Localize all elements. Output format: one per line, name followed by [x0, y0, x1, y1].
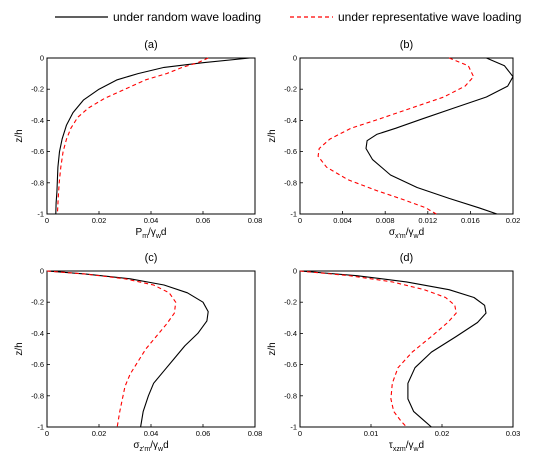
x-tick-label: 0.02	[92, 429, 107, 438]
x-tick-label: 0.02	[435, 429, 450, 438]
x-axis-label-subscript: z'm	[140, 446, 151, 453]
x-axis-label-part: /γ	[406, 440, 414, 451]
x-axis-label-part: d	[419, 227, 425, 238]
x-axis-label-part: /γ	[406, 227, 414, 238]
series-representative-wave-line	[56, 57, 209, 215]
series-representative-wave-line	[317, 57, 475, 215]
x-axis-label-subscript: x'm	[395, 233, 406, 240]
y-tick-label: -0.4	[284, 116, 297, 125]
x-axis-label-subscript: xzm	[393, 446, 406, 453]
x-tick-label: 0.04	[144, 429, 159, 438]
y-tick-label: -0.6	[31, 360, 44, 369]
x-tick-label: 0.01	[364, 429, 379, 438]
y-axis-label: z/h	[14, 129, 25, 142]
x-axis-label-part: σ	[389, 227, 396, 238]
x-tick-label: 0.02	[506, 216, 521, 225]
x-tick-label: 0.02	[92, 216, 107, 225]
x-tick-label: 0.016	[461, 216, 480, 225]
legend: under random wave loading under represen…	[55, 10, 521, 24]
series-random-wave-line	[55, 57, 250, 215]
panel-title: (d)	[400, 252, 413, 264]
plot-frame	[46, 270, 256, 428]
x-tick-label: 0.08	[248, 216, 263, 225]
y-tick-label: -1	[290, 423, 297, 432]
series-random-wave-line	[365, 57, 514, 215]
y-tick-label: 0	[40, 267, 44, 276]
y-tick-label: -0.8	[31, 178, 44, 187]
x-axis-label: τxzm/γwd	[389, 440, 424, 453]
y-axis-label: z/h	[267, 342, 278, 355]
x-axis-label: σx'm/γwd	[389, 227, 424, 240]
legend-solid-label: under random wave loading	[113, 10, 261, 24]
x-tick-label: 0.012	[418, 216, 437, 225]
x-tick-label: 0	[45, 429, 49, 438]
y-tick-label: -0.8	[31, 391, 44, 400]
x-tick-label: 0	[298, 216, 302, 225]
y-axis-label: z/h	[267, 129, 278, 142]
y-tick-label: -0.2	[31, 85, 44, 94]
y-tick-label: -0.2	[284, 298, 297, 307]
x-axis-label: Pm/γwd	[136, 227, 167, 240]
x-tick-label: 0.06	[196, 429, 211, 438]
y-axis-label: z/h	[14, 342, 25, 355]
y-tick-label: -0.2	[31, 298, 44, 307]
x-axis-label-subscript: w	[412, 446, 419, 453]
x-axis-label-part: σ	[133, 440, 140, 451]
series-representative-wave-line	[299, 270, 457, 428]
y-tick-label: -1	[37, 423, 44, 432]
x-axis-label-part: /γ	[150, 440, 158, 451]
y-tick-label: 0	[293, 267, 297, 276]
x-axis-label-part: P	[136, 227, 143, 238]
x-axis-label: σz'm/γwd	[133, 440, 168, 453]
y-tick-label: -0.8	[284, 178, 297, 187]
legend-dashed-label: under representative wave loading	[338, 10, 521, 24]
plot-frame	[299, 57, 514, 215]
x-tick-label: 0.03	[506, 429, 521, 438]
y-tick-label: -1	[37, 210, 44, 219]
panel-title: (c)	[145, 252, 158, 264]
x-axis-label-part: d	[163, 440, 169, 451]
x-tick-label: 0.008	[376, 216, 395, 225]
x-axis-label-subscript: w	[155, 233, 162, 240]
series-random-wave-line	[46, 270, 209, 428]
y-tick-label: -0.4	[284, 329, 297, 338]
x-tick-label: 0.04	[144, 216, 159, 225]
x-axis-label-subscript: w	[413, 233, 420, 240]
y-tick-label: -0.6	[284, 360, 297, 369]
y-tick-label: -0.6	[284, 147, 297, 156]
y-tick-label: -0.8	[284, 391, 297, 400]
series-representative-wave-line	[46, 270, 177, 428]
y-tick-label: -1	[290, 210, 297, 219]
x-tick-label: 0.06	[196, 216, 211, 225]
x-tick-label: 0.08	[248, 429, 263, 438]
y-tick-label: 0	[40, 54, 44, 63]
x-axis-label-subscript: w	[157, 446, 164, 453]
y-tick-label: -0.4	[31, 329, 44, 338]
x-tick-label: 0	[298, 429, 302, 438]
plot-frame	[46, 57, 256, 215]
x-tick-label: 0	[45, 216, 49, 225]
plot-frame	[299, 270, 514, 428]
y-tick-label: -0.6	[31, 147, 44, 156]
panel-title: (b)	[400, 39, 413, 51]
chart-panel-4: (d) 0 0.01 0.02 0.03 0 -0.2 -0.4 -0.6 -0.8 -1 z/h τx…	[267, 252, 520, 453]
series-random-wave-line	[299, 270, 487, 428]
y-tick-label: -0.4	[31, 116, 44, 125]
y-tick-label: 0	[293, 54, 297, 63]
panel-title: (a)	[144, 39, 157, 51]
x-axis-label-part: /γ	[148, 227, 156, 238]
x-axis-label-part: d	[419, 440, 425, 451]
x-axis-label-part: d	[161, 227, 167, 238]
chart-panel-3: (c) 0 0.02 0.04 0.06 0.08 0 -0.2 -0.4 -0.6 -0.8 -1 z…	[14, 252, 262, 453]
x-tick-label: 0.004	[333, 216, 352, 225]
panels: (a) 0 0.02 0.04 0.06 0.08 0 -0.2 -0.4 -0.6 -0.8 -1 z…	[14, 39, 520, 453]
y-tick-label: -0.2	[284, 85, 297, 94]
x-axis-label-part: τ	[389, 440, 393, 451]
x-axis-label-subscript: m	[142, 233, 148, 240]
chart-panel-1: (a) 0 0.02 0.04 0.06 0.08 0 -0.2 -0.4 -0.6 -0.8 -1 z…	[14, 39, 262, 240]
chart-panel-2: (b) 0 0.004 0.008 0.012 0.016 0.02 0 -0.2 -0.4 -0.…	[267, 39, 520, 240]
